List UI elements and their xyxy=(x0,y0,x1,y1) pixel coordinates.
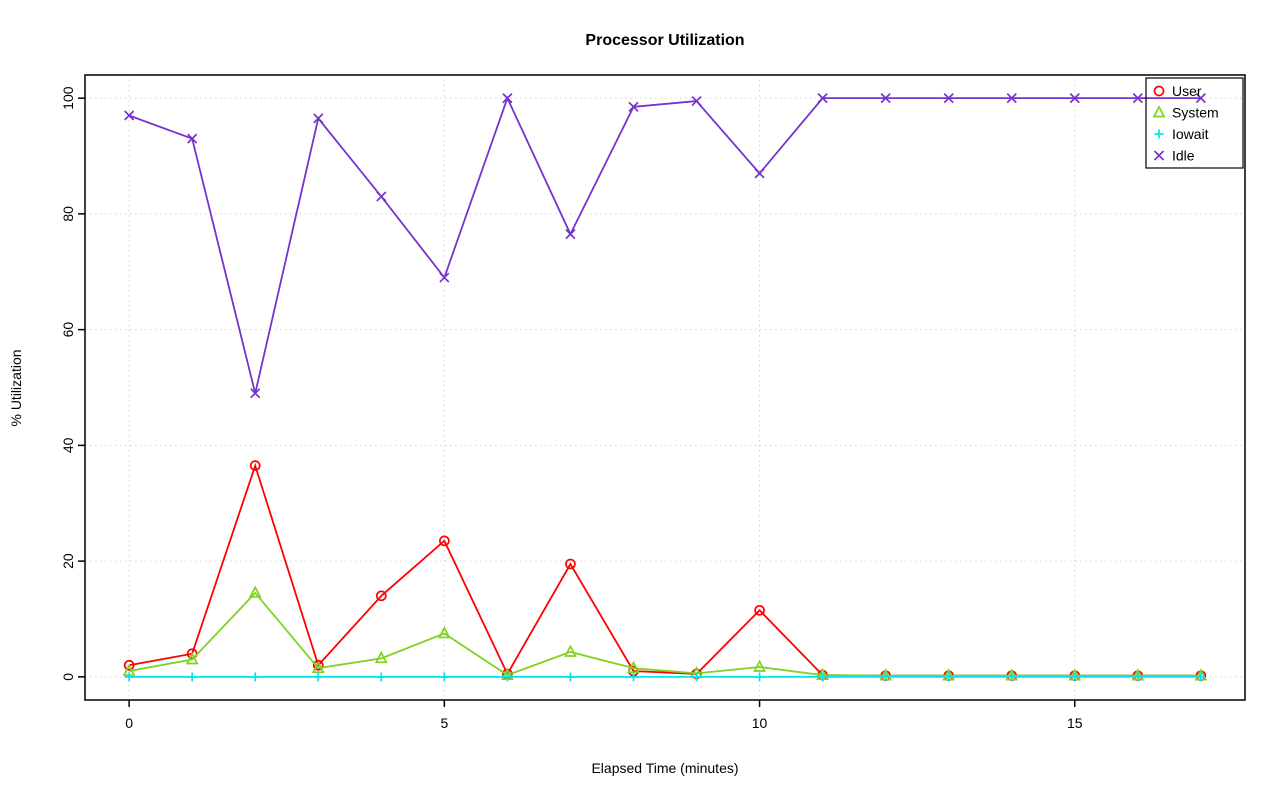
marker-x xyxy=(628,101,639,112)
plot-border xyxy=(84,74,1246,701)
marker-plus xyxy=(628,672,638,682)
marker-triangle xyxy=(374,650,388,664)
marker-plus xyxy=(1154,129,1164,139)
marker-triangle xyxy=(248,585,262,598)
marker-plus xyxy=(565,672,575,682)
x-tick-label: 15 xyxy=(1067,715,1083,731)
marker-x xyxy=(124,110,135,121)
marker-plus xyxy=(818,672,828,682)
marker-circle xyxy=(1153,85,1165,97)
marker-plus xyxy=(313,672,323,682)
marker-circle xyxy=(754,604,765,616)
x-tick-label: 10 xyxy=(752,715,768,731)
marker-circle xyxy=(438,535,450,547)
y-tick-label: 60 xyxy=(60,322,76,338)
y-tick-label: 80 xyxy=(60,206,76,222)
marker-x xyxy=(1132,93,1143,104)
marker-plus xyxy=(755,672,765,682)
marker-x xyxy=(502,93,513,104)
marker-plus xyxy=(1133,672,1143,682)
marker-plus xyxy=(1196,672,1206,682)
marker-plus xyxy=(187,672,197,682)
marker-plus xyxy=(124,672,134,682)
marker-x xyxy=(187,133,198,144)
marker-x xyxy=(754,168,765,179)
marker-triangle xyxy=(185,652,199,665)
marker-triangle xyxy=(564,644,577,657)
x-tick-label: 0 xyxy=(125,715,133,731)
marker-circle xyxy=(565,558,576,570)
marker-triangle xyxy=(437,626,451,639)
legend-label: Idle xyxy=(1172,148,1195,164)
legend-item-iowait: Iowait xyxy=(1154,126,1209,142)
marker-x xyxy=(817,93,828,104)
x-tick-label: 5 xyxy=(440,715,448,731)
marker-plus xyxy=(1007,672,1017,682)
series-line xyxy=(128,462,1201,677)
marker-x xyxy=(943,93,954,104)
marker-plus xyxy=(944,672,954,682)
y-tick-label: 100 xyxy=(60,86,76,110)
marker-x xyxy=(1069,93,1080,104)
marker-circle xyxy=(249,460,261,471)
legend-item-user: User xyxy=(1153,83,1202,99)
chart-title: Processor Utilization xyxy=(585,32,745,49)
marker-x xyxy=(376,191,387,202)
marker-plus xyxy=(250,672,260,682)
marker-x xyxy=(1153,150,1165,161)
series-iowait xyxy=(124,672,1206,682)
marker-plus xyxy=(376,672,386,682)
legend-box xyxy=(1145,77,1244,169)
marker-circle xyxy=(375,590,387,602)
y-tick-label: 0 xyxy=(60,673,76,681)
marker-x xyxy=(313,113,324,124)
legend-label: Iowait xyxy=(1172,126,1209,142)
y-tick-label: 20 xyxy=(60,553,76,569)
legend-item-idle: Idle xyxy=(1153,148,1195,164)
axis-ticks: 0 5 10 15 0 20 40 60 80 100 xyxy=(60,86,1083,731)
marker-plus xyxy=(881,672,891,682)
marker-triangle xyxy=(1152,105,1166,118)
marker-circle xyxy=(123,659,135,671)
series-user xyxy=(123,460,1207,682)
marker-plus xyxy=(1070,672,1080,682)
y-tick-label: 40 xyxy=(60,437,76,453)
marker-triangle xyxy=(627,660,640,674)
y-axis-label: % Utilization xyxy=(8,349,24,427)
legend-item-system: System xyxy=(1152,105,1219,121)
legend-label: System xyxy=(1172,105,1219,121)
marker-x xyxy=(1195,93,1206,104)
marker-x xyxy=(691,95,702,107)
legend-label: User xyxy=(1172,83,1202,99)
marker-x xyxy=(250,388,261,399)
marker-plus xyxy=(439,672,449,682)
marker-x xyxy=(880,93,891,104)
marker-x xyxy=(439,272,450,283)
marker-triangle xyxy=(753,659,766,672)
series-system xyxy=(122,585,1208,681)
series-line xyxy=(128,591,1201,677)
marker-x xyxy=(1006,93,1017,104)
legend: User System Iowait Idle xyxy=(1145,77,1244,169)
x-axis-label: Elapsed Time (minutes) xyxy=(591,760,739,776)
series-line xyxy=(128,95,1201,394)
marker-x xyxy=(565,229,576,240)
gridlines xyxy=(85,75,1245,700)
series-idle xyxy=(124,93,1206,399)
marker-plus xyxy=(502,672,512,682)
marker-triangle xyxy=(311,660,325,674)
marker-plus xyxy=(692,672,702,682)
